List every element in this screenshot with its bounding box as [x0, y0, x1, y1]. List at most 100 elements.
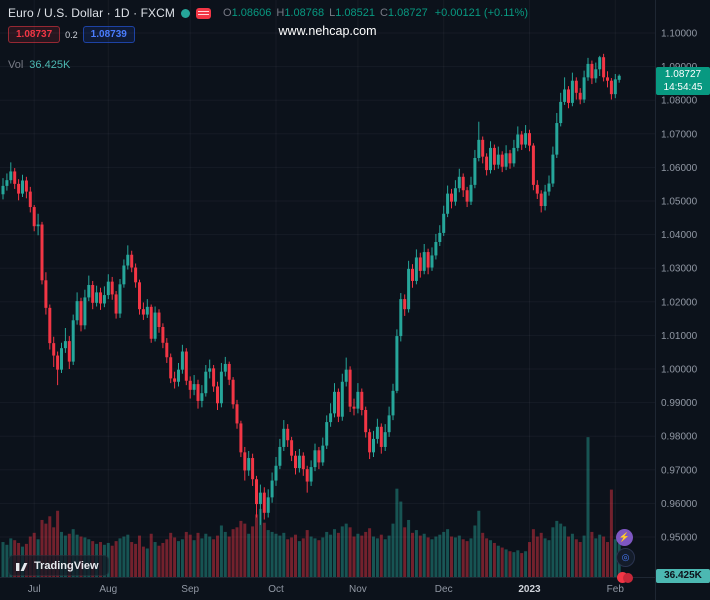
- volume-bar: [200, 538, 204, 577]
- volume-label[interactable]: Vol: [8, 59, 24, 71]
- candle-body: [411, 268, 414, 281]
- candle-body: [430, 255, 434, 268]
- volume-bar: [461, 539, 465, 577]
- volume-bar: [434, 536, 438, 577]
- candle-body: [231, 379, 235, 405]
- candle-body: [598, 57, 602, 70]
- candle-body: [134, 267, 138, 283]
- source-menu-icon[interactable]: [196, 7, 212, 19]
- candle-body: [336, 391, 340, 417]
- candle-body: [473, 157, 477, 185]
- candle-body: [1, 185, 5, 195]
- price-axis-label[interactable]: 1.05000: [661, 197, 698, 208]
- candle-body: [227, 363, 231, 380]
- price-axis-label[interactable]: 1.08000: [661, 96, 698, 107]
- volume-bar: [348, 527, 352, 577]
- candle-body: [442, 213, 446, 233]
- price-axis-label[interactable]: 1.00000: [661, 365, 698, 376]
- price-axis-label[interactable]: 0.96000: [661, 499, 698, 510]
- volume-bar: [426, 537, 430, 577]
- price-axis-label[interactable]: 0.97000: [661, 465, 698, 476]
- legend: Euro / U.S. Dollar · 1D · FXCM O1.08606 …: [8, 6, 528, 71]
- volume-bar: [282, 532, 286, 577]
- volume-bar: [590, 531, 594, 577]
- volume-bar: [138, 535, 141, 577]
- visibility-dot-icon[interactable]: [181, 8, 191, 18]
- price-axis-label[interactable]: 1.04000: [661, 230, 698, 241]
- time-axis-label[interactable]: Feb: [607, 584, 625, 595]
- time-axis-label[interactable]: Jul: [28, 584, 41, 595]
- buy-price-button[interactable]: 1.08739: [82, 26, 135, 43]
- alerts-button[interactable]: [616, 569, 633, 586]
- sell-price-button[interactable]: 1.08737: [8, 26, 61, 43]
- volume-bar: [251, 526, 255, 577]
- candle-body: [344, 369, 348, 382]
- candle-body: [40, 224, 44, 281]
- volume-bar: [122, 536, 126, 577]
- candle-body: [422, 252, 426, 271]
- time-axis-label[interactable]: Oct: [268, 584, 284, 595]
- candle-body: [71, 320, 75, 362]
- candle-body: [223, 363, 227, 372]
- candle-body: [450, 193, 453, 202]
- volume-bar: [243, 523, 247, 577]
- volume-bar: [407, 519, 411, 577]
- volume-bar: [294, 534, 297, 577]
- candle-body: [161, 327, 165, 343]
- price-axis-label[interactable]: 1.03000: [661, 264, 698, 275]
- time-axis-label[interactable]: Dec: [435, 584, 453, 595]
- volume-bar: [356, 533, 360, 577]
- volume-bar: [547, 540, 551, 577]
- volume-bar: [321, 537, 325, 577]
- candle-body: [75, 301, 79, 321]
- price-axis-label[interactable]: 1.10000: [661, 29, 698, 40]
- candle-body: [453, 188, 457, 202]
- ideas-button[interactable]: ◎: [616, 548, 635, 567]
- tradingview-logo[interactable]: TradingView: [8, 555, 109, 576]
- legend-symbol-row: Euro / U.S. Dollar · 1D · FXCM O1.08606 …: [8, 6, 528, 20]
- symbol-title[interactable]: Euro / U.S. Dollar · 1D · FXCM: [8, 6, 176, 20]
- candle-body: [130, 254, 134, 268]
- candle-body: [149, 306, 153, 339]
- volume-bar: [563, 526, 567, 577]
- volume-bar: [231, 529, 235, 577]
- price-axis-label[interactable]: 0.99000: [661, 398, 698, 409]
- volume-bar: [391, 523, 395, 577]
- volume-bar: [56, 510, 60, 577]
- price-axis-label[interactable]: 1.07000: [661, 129, 698, 140]
- volume-bar: [481, 532, 485, 577]
- volume-bar: [613, 539, 617, 577]
- candle-body: [141, 309, 145, 315]
- volume-bar: [297, 541, 301, 577]
- candle-body: [44, 280, 48, 308]
- time-axis-label[interactable]: Sep: [181, 584, 199, 595]
- lightning-button[interactable]: ⚡: [616, 529, 633, 546]
- volume-badge: 36.425K: [656, 569, 710, 583]
- volume-bar: [208, 536, 212, 577]
- candle-body: [106, 281, 110, 296]
- candle-body: [67, 341, 71, 362]
- volume-bar: [453, 537, 457, 577]
- price-axis-label[interactable]: 1.02000: [661, 297, 698, 308]
- time-axis-label[interactable]: Nov: [349, 584, 367, 595]
- volume-bar: [609, 489, 613, 577]
- price-axis-label[interactable]: 0.95000: [661, 533, 698, 544]
- price-axis-label[interactable]: 1.06000: [661, 163, 698, 174]
- last-price-value: 1.08727: [664, 68, 702, 80]
- time-axis-label[interactable]: Aug: [99, 584, 117, 595]
- price-axis-label[interactable]: 1.01000: [661, 331, 698, 342]
- candle-body: [325, 422, 329, 446]
- volume-bar: [446, 529, 450, 577]
- volume-bar: [411, 532, 414, 577]
- candle-body: [329, 413, 333, 423]
- trade-buttons-row: 1.08737 0.2 1.08739: [8, 26, 528, 43]
- volume-bar: [180, 539, 184, 577]
- candle-body: [258, 492, 262, 505]
- candle-body: [165, 342, 169, 358]
- price-axis-label[interactable]: 0.98000: [661, 432, 698, 443]
- volume-bar: [551, 527, 555, 577]
- volume-bar: [262, 522, 266, 577]
- candle-body: [391, 390, 395, 416]
- time-axis-label[interactable]: 2023: [518, 584, 541, 595]
